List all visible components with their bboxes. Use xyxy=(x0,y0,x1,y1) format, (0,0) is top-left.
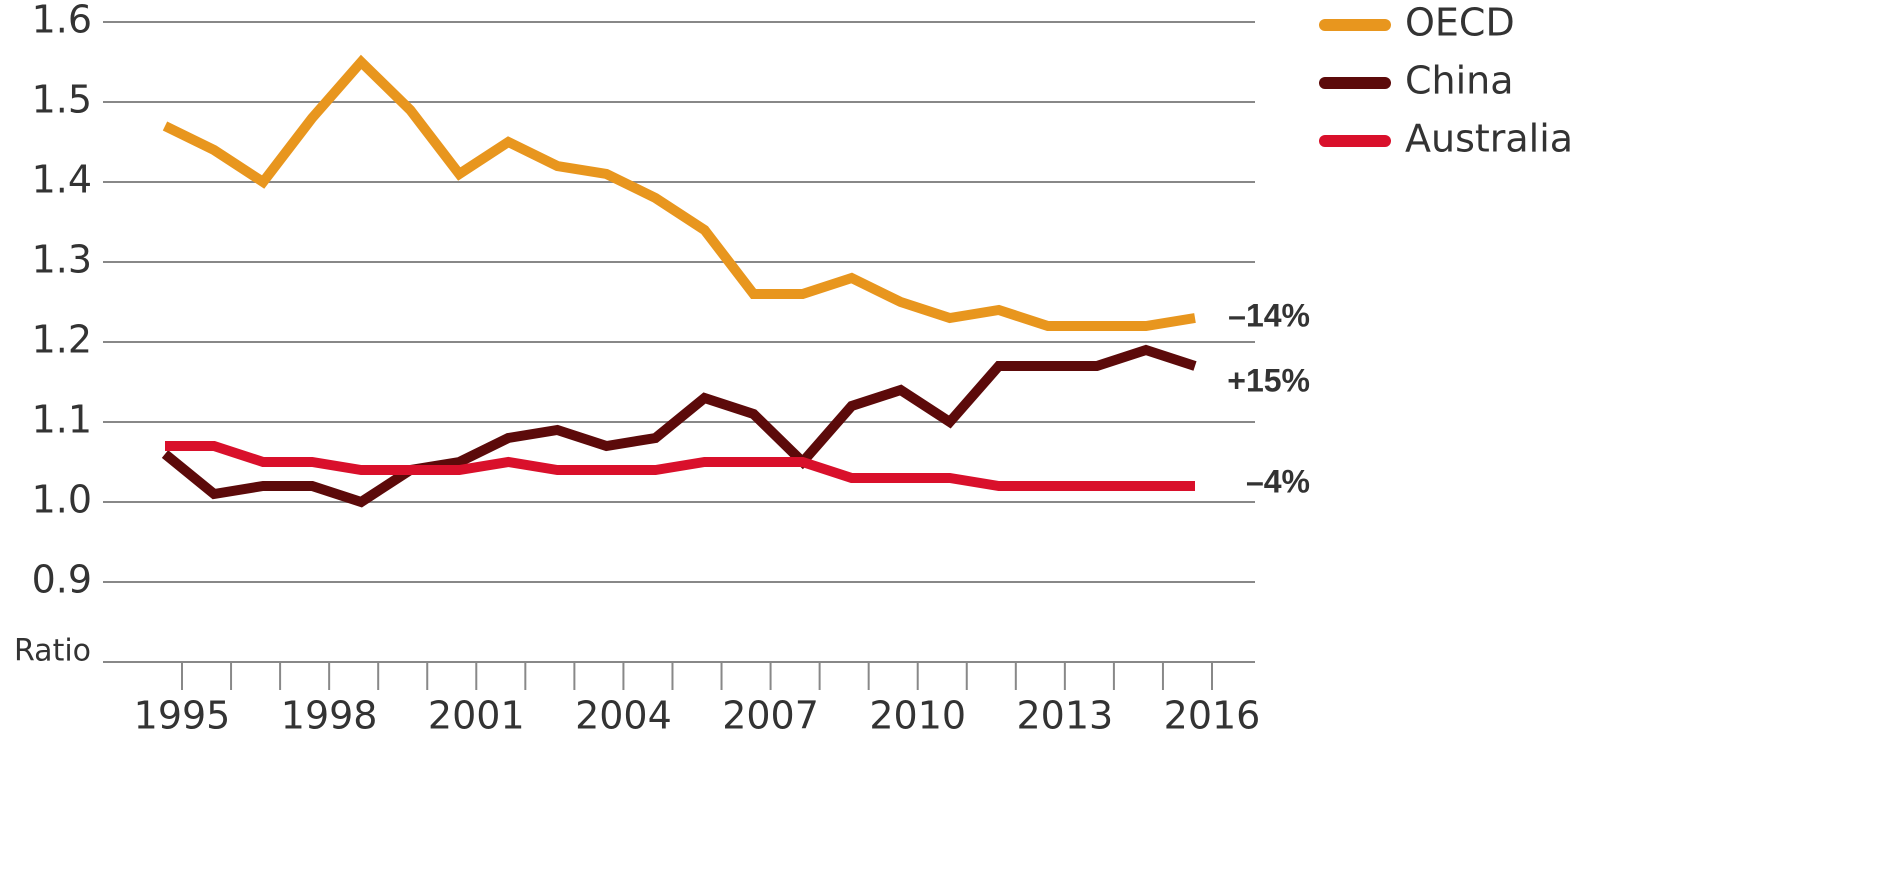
y-tick-label: 0.9 xyxy=(32,558,92,602)
end-label: +15% xyxy=(1227,362,1310,398)
x-tick-label: 1995 xyxy=(134,694,231,738)
y-tick-label: 1.3 xyxy=(32,238,92,282)
x-tick-label: 2016 xyxy=(1164,694,1261,738)
x-tick-label: 2013 xyxy=(1016,694,1113,738)
y-tick-label: 1.5 xyxy=(32,78,92,122)
y-tick-label: 1.6 xyxy=(32,0,92,42)
y-axis-label: Ratio xyxy=(14,634,91,669)
y-tick-label: 1.1 xyxy=(32,398,92,442)
y-tick-label: 1.4 xyxy=(32,158,92,202)
x-tick-label: 1998 xyxy=(281,694,378,738)
series-line xyxy=(162,54,1196,331)
end-label: –4% xyxy=(1246,463,1310,499)
series-line xyxy=(165,441,1195,491)
series-line xyxy=(161,344,1197,508)
legend-label: China xyxy=(1405,59,1514,103)
end-label: –14% xyxy=(1228,297,1310,333)
y-tick-label: 1.0 xyxy=(32,478,92,522)
legend-label: Australia xyxy=(1405,117,1573,161)
y-tick-label: 1.2 xyxy=(32,318,92,362)
x-tick-label: 2007 xyxy=(722,694,819,738)
x-tick-label: 2001 xyxy=(428,694,525,738)
legend-label: OECD xyxy=(1405,1,1515,45)
x-tick-label: 2004 xyxy=(575,694,672,738)
x-tick-label: 2010 xyxy=(869,694,966,738)
